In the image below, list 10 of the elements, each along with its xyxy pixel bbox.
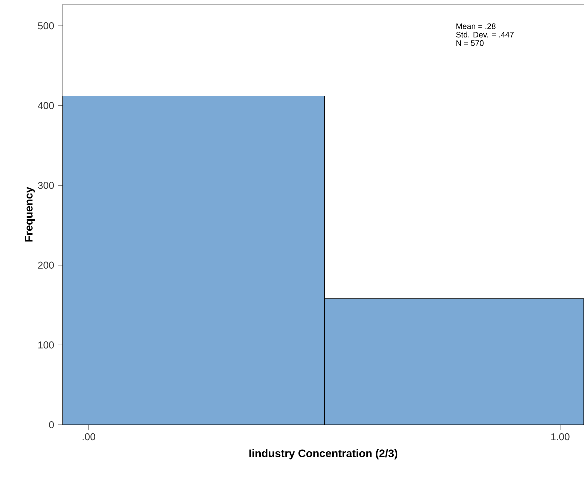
- x-axis-title: Iindustry Concentration (2/3): [250, 449, 398, 460]
- y-tick-label: 400: [38, 102, 54, 110]
- y-tick-label: 0: [49, 421, 54, 429]
- y-tick-label: 300: [38, 182, 54, 190]
- y-tick-label: 100: [38, 342, 54, 349]
- y-tick-label: 500: [38, 22, 54, 30]
- y-axis-title: Frequency: [25, 187, 36, 242]
- x-tick-label: 1.00: [552, 434, 570, 441]
- x-tick-label: .00: [82, 434, 96, 441]
- y-tick-label: 200: [38, 262, 54, 269]
